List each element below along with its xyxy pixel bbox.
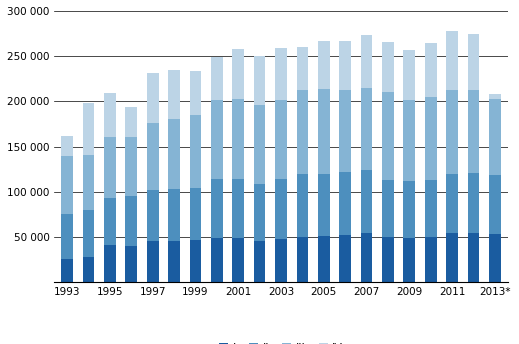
Bar: [425, 97, 436, 180]
Bar: [147, 240, 159, 282]
Bar: [126, 246, 137, 282]
Bar: [233, 99, 244, 179]
Bar: [275, 48, 287, 99]
Bar: [361, 35, 373, 88]
Bar: [489, 99, 501, 175]
Bar: [233, 49, 244, 99]
Bar: [83, 257, 94, 282]
Bar: [126, 138, 137, 196]
Bar: [104, 198, 116, 245]
Bar: [403, 238, 415, 282]
Bar: [318, 41, 330, 89]
Bar: [361, 233, 373, 282]
Bar: [382, 237, 394, 282]
Bar: [254, 105, 266, 184]
Bar: [104, 137, 116, 198]
Bar: [296, 174, 308, 237]
Bar: [168, 189, 180, 240]
Bar: [468, 233, 480, 282]
Bar: [296, 89, 308, 174]
Bar: [275, 239, 287, 282]
Bar: [382, 92, 394, 180]
Bar: [233, 238, 244, 282]
Bar: [403, 100, 415, 181]
Bar: [468, 34, 480, 90]
Bar: [168, 119, 180, 189]
Bar: [254, 56, 266, 105]
Bar: [318, 89, 330, 174]
Bar: [403, 50, 415, 100]
Bar: [126, 107, 137, 138]
Bar: [489, 94, 501, 99]
Bar: [168, 70, 180, 119]
Bar: [61, 259, 73, 282]
Bar: [296, 47, 308, 89]
Bar: [468, 90, 480, 173]
Bar: [254, 184, 266, 240]
Bar: [168, 240, 180, 282]
Bar: [489, 175, 501, 234]
Bar: [403, 181, 415, 238]
Bar: [425, 43, 436, 97]
Bar: [446, 31, 458, 89]
Bar: [189, 188, 201, 240]
Bar: [361, 88, 373, 170]
Legend: I, II, III, IV: I, II, III, IV: [215, 339, 347, 344]
Bar: [446, 89, 458, 174]
Bar: [189, 71, 201, 115]
Bar: [318, 236, 330, 282]
Bar: [339, 90, 351, 172]
Bar: [275, 179, 287, 239]
Bar: [339, 235, 351, 282]
Bar: [211, 238, 223, 282]
Bar: [189, 240, 201, 282]
Bar: [425, 237, 436, 282]
Bar: [211, 57, 223, 99]
Bar: [339, 41, 351, 90]
Bar: [83, 155, 94, 210]
Bar: [147, 123, 159, 190]
Bar: [254, 240, 266, 282]
Bar: [275, 99, 287, 179]
Bar: [446, 233, 458, 282]
Bar: [382, 42, 394, 92]
Bar: [339, 172, 351, 235]
Bar: [189, 115, 201, 188]
Bar: [382, 180, 394, 237]
Bar: [361, 170, 373, 233]
Bar: [211, 99, 223, 179]
Bar: [104, 245, 116, 282]
Bar: [211, 179, 223, 238]
Bar: [147, 190, 159, 240]
Bar: [296, 237, 308, 282]
Bar: [83, 210, 94, 257]
Bar: [83, 103, 94, 155]
Bar: [318, 174, 330, 236]
Bar: [126, 196, 137, 246]
Bar: [233, 179, 244, 238]
Bar: [468, 173, 480, 233]
Bar: [61, 136, 73, 155]
Bar: [104, 93, 116, 137]
Bar: [61, 155, 73, 214]
Bar: [446, 174, 458, 233]
Bar: [489, 234, 501, 282]
Bar: [61, 214, 73, 259]
Bar: [425, 180, 436, 237]
Bar: [147, 73, 159, 123]
